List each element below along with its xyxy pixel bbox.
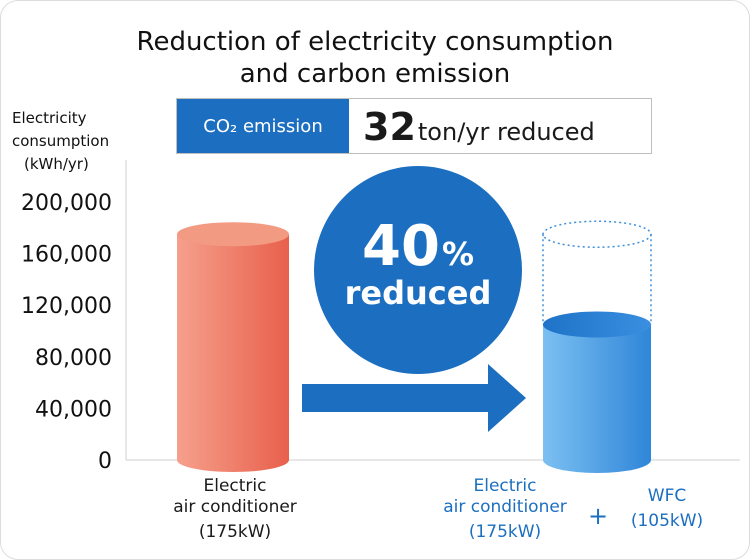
bar-before-top — [177, 222, 289, 247]
y-tick-label: 160,000 — [21, 243, 112, 268]
bar-after-body — [543, 324, 651, 473]
y-tick-label: 40,000 — [35, 397, 112, 422]
badge-text: reduced — [344, 274, 492, 312]
chart-title-line-2: and carbon emission — [239, 59, 511, 89]
category-before-line-1: Electric — [203, 476, 267, 496]
chart-title-line-1: Reduction of electricity consumption — [136, 27, 614, 57]
category-after-line-3: (175kW) — [468, 522, 542, 542]
y-axis-label-line-2: consumption — [12, 132, 110, 150]
category-after-line-1: Electric — [473, 476, 537, 496]
plus-sign: + — [588, 502, 609, 530]
co2-number: 32 — [363, 105, 416, 149]
y-axis-label-line-3: (kWh/yr) — [24, 155, 89, 173]
ghost-bar-top — [542, 220, 652, 248]
badge-unit: % — [441, 235, 474, 273]
reduction-arrow — [302, 364, 526, 432]
co2-banner: CO₂ emission 32ton/yr reduced — [176, 98, 652, 154]
bar-before-body — [177, 234, 289, 472]
reduction-badge-value: 40% — [318, 214, 518, 279]
category-label-wfc: WFC (105kW) — [612, 486, 722, 532]
wfc-line-1: WFC — [647, 486, 687, 506]
y-tick-label: 200,000 — [21, 191, 112, 216]
category-label-before: Electric air conditioner (175kW) — [150, 476, 320, 543]
bar-after-top — [543, 311, 651, 338]
y-axis-label-line-1: Electricity — [12, 109, 87, 127]
y-tick-label: 80,000 — [35, 346, 112, 371]
wfc-line-2: (105kW) — [630, 511, 704, 531]
category-before-line-3: (175kW) — [198, 522, 272, 542]
reduction-badge — [314, 166, 522, 374]
y-tick-label: 120,000 — [21, 294, 112, 319]
category-after-line-2: air conditioner — [443, 497, 567, 517]
badge-number: 40 — [362, 214, 440, 279]
co2-unit-text: ton/yr reduced — [417, 118, 595, 146]
category-before-line-2: air conditioner — [173, 497, 297, 517]
co2-value: 32ton/yr reduced — [363, 105, 595, 149]
category-label-after: Electric air conditioner (175kW) — [420, 476, 590, 543]
y-tick-label: 0 — [98, 449, 112, 474]
co2-label: CO₂ emission — [177, 99, 349, 153]
